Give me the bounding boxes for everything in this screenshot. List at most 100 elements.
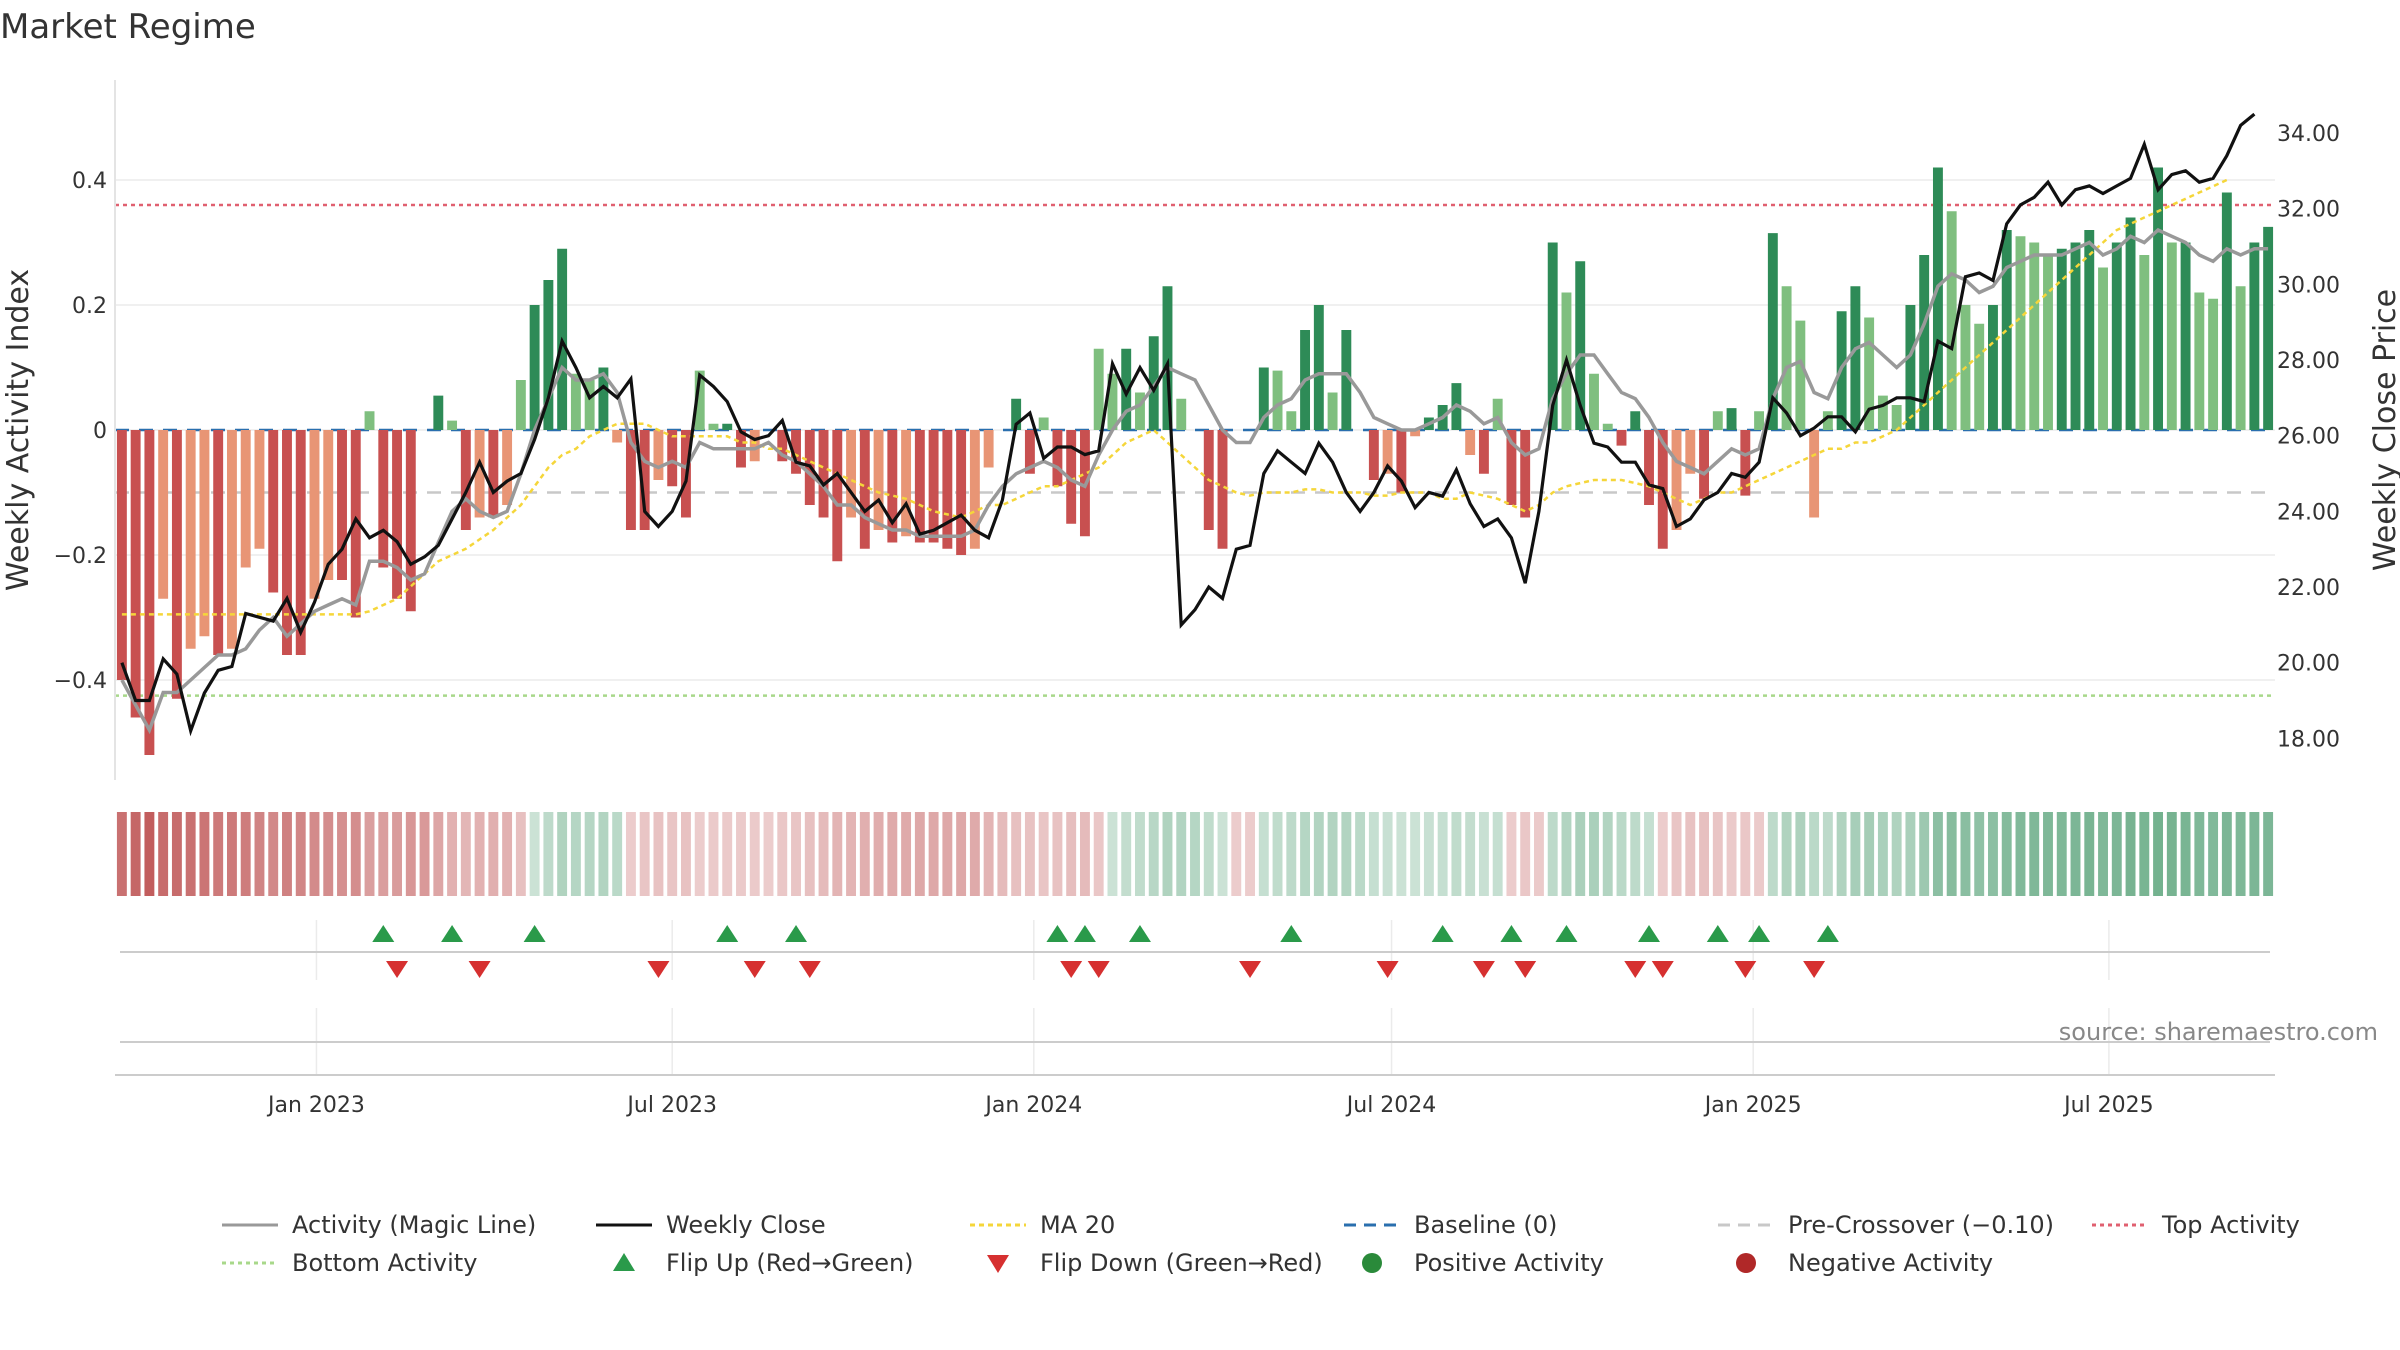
regime-cell bbox=[2056, 812, 2067, 896]
regime-cell bbox=[1079, 812, 1090, 896]
regime-cell bbox=[708, 812, 719, 896]
regime-cell bbox=[1740, 812, 1751, 896]
regime-cell bbox=[777, 812, 788, 896]
activity-bar bbox=[1575, 261, 1586, 430]
activity-bar bbox=[1699, 430, 1709, 499]
regime-cell bbox=[1547, 812, 1558, 896]
regime-cell bbox=[295, 812, 306, 896]
regime-cell bbox=[1313, 812, 1324, 896]
regime-cell bbox=[1864, 812, 1875, 896]
activity-bar bbox=[887, 430, 898, 543]
regime-cell bbox=[2015, 812, 2026, 896]
regime-cell bbox=[1671, 812, 1682, 896]
regime-cell bbox=[543, 812, 554, 896]
activity-bar bbox=[2111, 242, 2122, 430]
regime-cell bbox=[515, 812, 526, 896]
regime-cell bbox=[1203, 812, 1214, 896]
activity-bar bbox=[1093, 348, 1104, 430]
activity-bar bbox=[832, 430, 843, 562]
regime-cell bbox=[1726, 812, 1737, 896]
regime-cell bbox=[1589, 812, 1599, 896]
activity-bar bbox=[323, 430, 334, 580]
activity-bar bbox=[2139, 255, 2150, 430]
activity-bar bbox=[1589, 373, 1599, 430]
activity-bar bbox=[185, 430, 196, 649]
regime-cell bbox=[1382, 812, 1393, 896]
legend-label: MA 20 bbox=[1040, 1211, 1115, 1239]
activity-bar bbox=[818, 430, 829, 518]
flip-down-marker bbox=[1803, 961, 1826, 978]
regime-cell bbox=[1410, 812, 1421, 896]
regime-cell bbox=[2043, 812, 2053, 896]
regime-cell bbox=[378, 812, 389, 896]
regime-cell bbox=[282, 812, 292, 896]
regime-cell bbox=[1506, 812, 1517, 896]
activity-bar bbox=[1465, 430, 1476, 455]
flip-down-marker bbox=[1472, 961, 1495, 978]
activity-bar bbox=[364, 411, 375, 430]
regime-cell bbox=[598, 812, 609, 896]
legend-label: Baseline (0) bbox=[1414, 1211, 1557, 1239]
regime-cell bbox=[1754, 812, 1765, 896]
activity-bar bbox=[1974, 323, 1985, 430]
activity-bar bbox=[956, 430, 967, 555]
regime-cell bbox=[1368, 812, 1379, 896]
regime-cell bbox=[1932, 812, 1943, 896]
flip-up-marker bbox=[372, 925, 395, 942]
regime-cell bbox=[653, 812, 664, 896]
activity-bar bbox=[240, 430, 251, 568]
activity-bar bbox=[474, 430, 485, 518]
regime-cell bbox=[1011, 812, 1022, 896]
activity-bar bbox=[1891, 405, 1902, 430]
flip-down-marker bbox=[1651, 961, 1674, 978]
regime-cell bbox=[1355, 812, 1366, 896]
legend-label: Flip Up (Red→Green) bbox=[666, 1249, 914, 1277]
y-right-tick-label: 30.00 bbox=[2277, 273, 2340, 298]
activity-bar bbox=[2098, 267, 2108, 430]
flip-up-marker bbox=[1638, 925, 1661, 942]
regime-cell bbox=[612, 812, 623, 896]
regime-cell bbox=[1919, 812, 1930, 896]
regime-cell bbox=[1520, 812, 1531, 896]
y-right-tick-label: 18.00 bbox=[2277, 727, 2340, 752]
regime-cell bbox=[983, 812, 994, 896]
activity-bar bbox=[2084, 230, 2095, 430]
activity-bar bbox=[1822, 411, 1833, 430]
activity-bar bbox=[2221, 192, 2232, 430]
regime-cell bbox=[158, 812, 169, 896]
y-left-tick-label: −0.4 bbox=[54, 669, 107, 694]
activity-bar bbox=[584, 380, 595, 430]
activity-bar bbox=[1602, 423, 1613, 430]
regime-cell bbox=[213, 812, 224, 896]
regime-cell bbox=[681, 812, 691, 896]
activity-bar bbox=[171, 430, 182, 699]
regime-cell bbox=[901, 812, 912, 896]
regime-cell bbox=[2153, 812, 2164, 896]
regime-cell bbox=[1451, 812, 1462, 896]
regime-cell bbox=[2029, 812, 2040, 896]
regime-cell bbox=[846, 812, 857, 896]
activity-bar bbox=[1478, 430, 1489, 474]
regime-cell bbox=[1327, 812, 1338, 896]
regime-cell bbox=[1946, 812, 1957, 896]
flip-down-marker bbox=[468, 961, 491, 978]
regime-cell bbox=[144, 812, 155, 896]
regime-cell bbox=[405, 812, 416, 896]
regime-cell bbox=[1822, 812, 1833, 896]
regime-cell bbox=[1850, 812, 1861, 896]
activity-bar bbox=[873, 430, 884, 530]
activity-bar bbox=[1217, 430, 1228, 549]
regime-cell bbox=[2221, 812, 2232, 896]
activity-bar bbox=[1162, 286, 1173, 430]
flip-down-marker bbox=[1514, 961, 1537, 978]
activity-bar bbox=[598, 367, 609, 430]
activity-bar bbox=[2153, 167, 2164, 430]
regime-cell bbox=[1148, 812, 1159, 896]
activity-bar bbox=[969, 430, 980, 549]
activity-bar bbox=[846, 430, 857, 518]
regime-cell bbox=[419, 812, 430, 896]
flip-markers bbox=[120, 920, 2270, 1075]
activity-bar bbox=[2208, 298, 2219, 430]
regime-cell bbox=[1190, 812, 1200, 896]
activity-bar bbox=[777, 430, 788, 462]
